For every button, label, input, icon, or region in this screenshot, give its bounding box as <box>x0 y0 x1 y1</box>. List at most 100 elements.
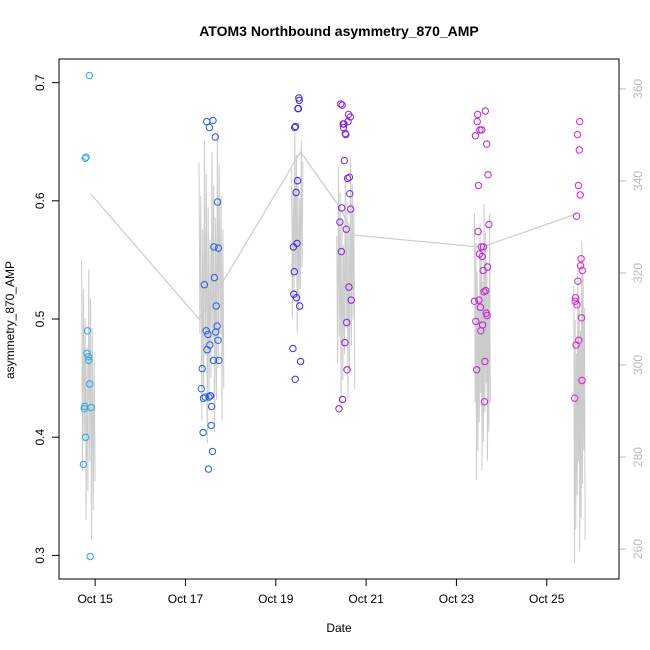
data-point <box>87 403 95 412</box>
series-oct-20-21 <box>335 100 355 413</box>
data-point <box>200 281 209 289</box>
data-point <box>578 376 586 385</box>
data-point <box>82 153 90 161</box>
data-point <box>207 392 215 400</box>
data-point <box>199 394 208 402</box>
y-tick-label: 0.6 <box>33 192 47 209</box>
data-point <box>485 220 493 229</box>
x-tick-label: Oct 25 <box>529 592 565 606</box>
series-oct-23 <box>470 107 493 406</box>
data-point <box>197 385 206 393</box>
data-point <box>201 393 210 401</box>
data-point <box>341 338 349 347</box>
data-point <box>342 130 350 139</box>
data-point <box>345 173 354 181</box>
data-point <box>296 302 304 310</box>
series-oct-17 <box>197 116 223 473</box>
spike-line <box>198 130 225 444</box>
x-tick-label: Oct 15 <box>77 592 113 606</box>
data-point <box>346 113 354 121</box>
data-point <box>483 140 491 148</box>
data-point <box>478 252 486 261</box>
data-point <box>209 116 217 125</box>
data-point <box>343 318 351 327</box>
data-point <box>480 288 488 296</box>
data-point <box>347 296 355 304</box>
data-point <box>291 375 299 383</box>
y-tick-label: 0.4 <box>33 429 47 446</box>
data-point <box>572 212 581 220</box>
data-point <box>83 327 92 335</box>
data-point <box>483 263 492 271</box>
data-point <box>209 356 218 365</box>
data-point <box>343 366 351 374</box>
data-point <box>473 117 481 126</box>
data-point <box>344 110 353 119</box>
data-point <box>344 117 352 126</box>
data-point <box>294 104 303 113</box>
spike-line <box>336 157 356 407</box>
data-point <box>85 71 94 80</box>
x-tick-label: Oct 19 <box>258 592 294 606</box>
data-point <box>472 317 480 326</box>
trend-line <box>90 150 577 320</box>
data-point <box>482 286 490 295</box>
data-point <box>345 283 353 291</box>
data-point <box>473 110 482 119</box>
data-point <box>291 123 299 132</box>
data-point <box>479 266 487 275</box>
y-axis-label: asymmetry_870_AMP <box>3 261 17 379</box>
data-point <box>198 364 206 373</box>
data-point <box>575 146 583 154</box>
data-point <box>346 190 354 198</box>
data-point <box>473 366 481 374</box>
data-point <box>292 294 301 302</box>
data-point <box>477 243 485 251</box>
data-point <box>207 402 216 411</box>
spike-line <box>291 132 304 333</box>
data-point <box>211 133 220 141</box>
data-point <box>571 297 579 305</box>
data-point <box>576 262 585 270</box>
data-point <box>204 465 213 473</box>
data-point <box>207 421 215 430</box>
series-oct-25 <box>571 117 587 402</box>
data-point <box>83 349 91 357</box>
data-point <box>480 398 489 406</box>
data-point <box>338 395 347 404</box>
data-point <box>338 204 346 212</box>
data-point <box>481 357 489 366</box>
data-point <box>474 227 482 236</box>
data-point <box>79 460 88 469</box>
data-point <box>204 330 212 339</box>
data-point <box>84 353 93 361</box>
data-point <box>205 393 213 401</box>
data-point <box>214 244 223 252</box>
y2-tick-label: 260 <box>631 539 645 559</box>
data-point <box>576 191 584 199</box>
data-point <box>571 294 580 302</box>
data-point <box>338 101 346 109</box>
plot-frame <box>58 58 620 580</box>
data-point <box>577 314 586 322</box>
data-point <box>340 156 349 165</box>
data-point <box>210 243 218 251</box>
data-point <box>81 433 90 441</box>
data-point <box>81 154 89 163</box>
data-point <box>571 394 579 402</box>
y-tick-label: 0.5 <box>33 310 47 327</box>
data-point <box>479 243 488 251</box>
spike-line <box>81 259 96 540</box>
data-point <box>213 198 222 206</box>
data-point <box>573 301 581 309</box>
data-point <box>340 120 348 128</box>
data-point <box>86 552 94 561</box>
data-point <box>214 336 222 344</box>
data-point <box>337 100 345 108</box>
data-point <box>296 357 305 366</box>
x-axis-label: Date <box>326 621 352 635</box>
points-layer <box>79 71 587 561</box>
spike-line <box>573 240 586 563</box>
